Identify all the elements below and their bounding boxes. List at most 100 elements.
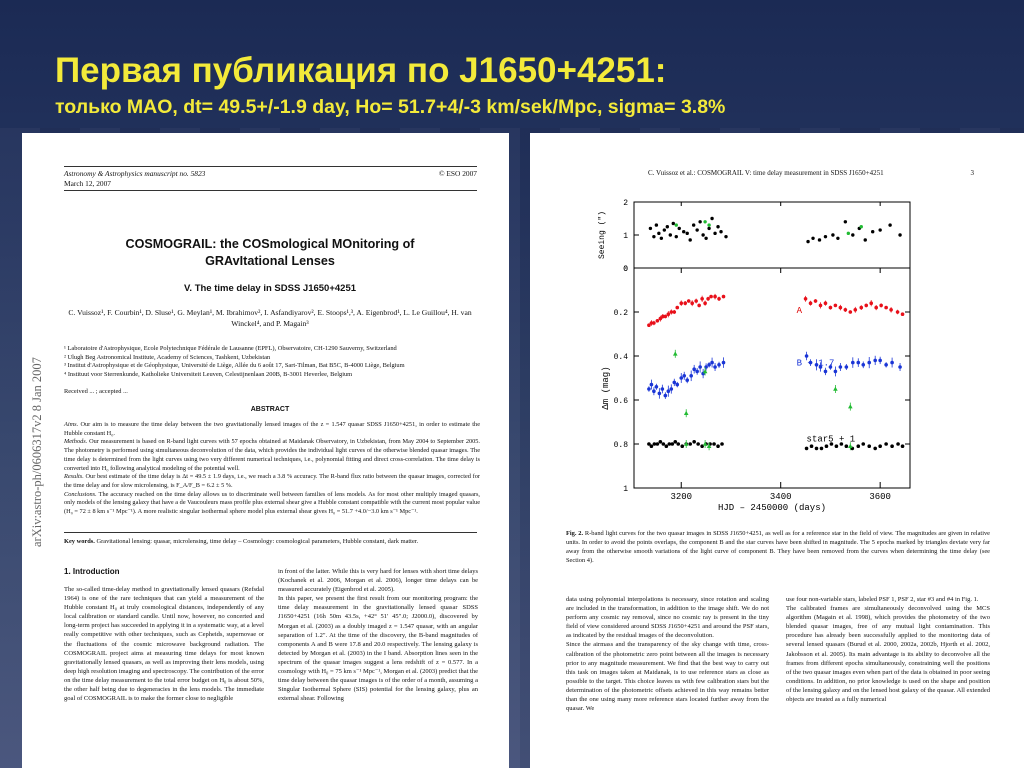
image-b-point — [672, 380, 677, 385]
header-rule-bottom — [64, 190, 477, 191]
star-point — [696, 442, 700, 446]
seeing-point — [831, 233, 835, 237]
star-point — [867, 444, 872, 449]
seeing-point — [701, 233, 705, 237]
header-rule-top — [64, 166, 477, 167]
image-a-point — [679, 301, 684, 305]
image-b-outlier — [683, 410, 689, 415]
keywords: Key words. Gravitational lensing: quasar… — [64, 538, 480, 545]
image-b-point — [707, 363, 711, 367]
star-point — [661, 442, 666, 446]
journal-line: Astronomy & Astrophysics manuscript no. … — [64, 169, 206, 178]
star-highlight-point — [848, 443, 853, 448]
image-a-point — [706, 297, 710, 301]
seeing-point — [713, 231, 717, 236]
paper-date: March 12, 2007 — [64, 179, 112, 188]
star-point — [900, 444, 905, 449]
star-point — [700, 444, 704, 449]
image-a-point — [709, 294, 713, 299]
affiliation: ¹ Laboratoire d'Astrophysique, Ecole Pol… — [64, 345, 397, 352]
image-b-outlier — [672, 351, 678, 356]
image-a-point — [666, 312, 671, 316]
star-point — [814, 446, 819, 451]
paper-authors: C. Vuissoz¹, F. Courbin¹, D. Sluse¹, G. … — [68, 308, 472, 328]
image-a-point — [672, 310, 677, 314]
seeing-point — [817, 238, 822, 242]
image-a-point — [686, 299, 691, 303]
image-b-point — [873, 358, 877, 363]
image-b-outlier — [702, 369, 708, 374]
image-b-point — [814, 363, 819, 367]
dm-panel-frame — [633, 267, 911, 489]
seeing-point — [695, 228, 699, 232]
paper-title-line2: GRAvItational Lenses — [205, 254, 335, 268]
figure-caption: Fig. 2. R-band light curves for the two … — [566, 530, 990, 566]
y-tick-label: 0.4 — [614, 353, 629, 362]
seeing-point — [888, 223, 892, 227]
running-header: C. Vuissoz et al.: COSMOGRAIL V: time de… — [648, 169, 884, 177]
slide-subtitle: только MAO, dt= 49.5+/-1.9 day, Ho= 51.7… — [55, 96, 726, 118]
star-point — [649, 444, 654, 449]
y-tick-label: 0.6 — [614, 397, 629, 406]
image-b-point — [647, 387, 651, 391]
image-b-point — [808, 360, 813, 365]
star-point — [856, 444, 861, 449]
image-a-point — [658, 316, 663, 321]
image-b-point — [698, 365, 702, 369]
star-point — [824, 444, 829, 449]
image-a-point — [813, 299, 818, 303]
image-a-point — [848, 310, 853, 314]
image-b-point — [804, 354, 809, 358]
dm-axis-label: Δm (mag) — [601, 366, 611, 409]
image-a-point — [703, 301, 707, 305]
image-a-point — [717, 297, 721, 301]
image-b-point — [669, 387, 674, 391]
image-a-point — [859, 305, 864, 310]
paper-title: COSMOGRAIL: the COSmological MOnitoring … — [62, 236, 478, 270]
seeing-point — [698, 220, 702, 224]
star-point — [809, 444, 814, 449]
abstract-aims: Our aim is to measure the time delay bet… — [64, 421, 480, 437]
seeing-point — [707, 226, 711, 231]
seeing-point — [682, 230, 686, 234]
image-a-point — [683, 301, 688, 305]
seeing-point — [823, 234, 828, 239]
image-a-point — [895, 310, 900, 314]
star-point — [716, 444, 720, 449]
seeing-point — [843, 220, 848, 224]
star-point — [655, 442, 660, 446]
image-b-point — [682, 374, 687, 378]
abstract-rule — [64, 532, 477, 533]
star-highlight-point — [702, 441, 708, 446]
image-a-point — [713, 294, 717, 299]
seeing-point — [665, 225, 670, 229]
x-axis-label: HJD – 2450000 (days) — [718, 503, 826, 513]
image-a-point — [694, 299, 698, 303]
copyright: © ESO 2007 — [438, 169, 477, 178]
star-highlight-point — [706, 443, 712, 448]
abstract-conclusions: The accuracy reached on the time delay a… — [64, 490, 480, 516]
abstract-methods: Our measurement is based on R-band light… — [64, 438, 480, 472]
seeing-point — [863, 238, 867, 242]
seeing-point — [668, 233, 673, 237]
image-b-point — [878, 358, 882, 363]
star-point — [839, 442, 844, 446]
affiliation: ² Ulugh Beg Astronomical Institute, Acad… — [64, 353, 271, 361]
y-tick-label: 2 — [623, 199, 628, 208]
star-point — [670, 442, 675, 446]
seeing-point — [806, 239, 810, 244]
y-tick-label: 0.2 — [614, 309, 629, 318]
image-b-point — [666, 389, 671, 394]
image-b-point — [675, 382, 680, 387]
keywords-text: Gravitational lensing: quasar, microlens… — [94, 538, 419, 545]
image-a-point — [838, 305, 843, 310]
slide-title: Первая публикация по J1650+4251: — [55, 51, 667, 90]
star-point — [676, 442, 681, 446]
image-a-point — [843, 308, 848, 312]
light-curve-figure: 3200 3400 3600 HJD – 2450000 (days) 2 1 0 Seein… — [598, 199, 911, 513]
image-b-point — [660, 387, 665, 391]
y-tick-label: 0 — [623, 265, 628, 274]
image-a-point — [874, 305, 878, 310]
star-point — [829, 442, 834, 446]
abstract-aims-label: Aims. — [64, 421, 79, 428]
